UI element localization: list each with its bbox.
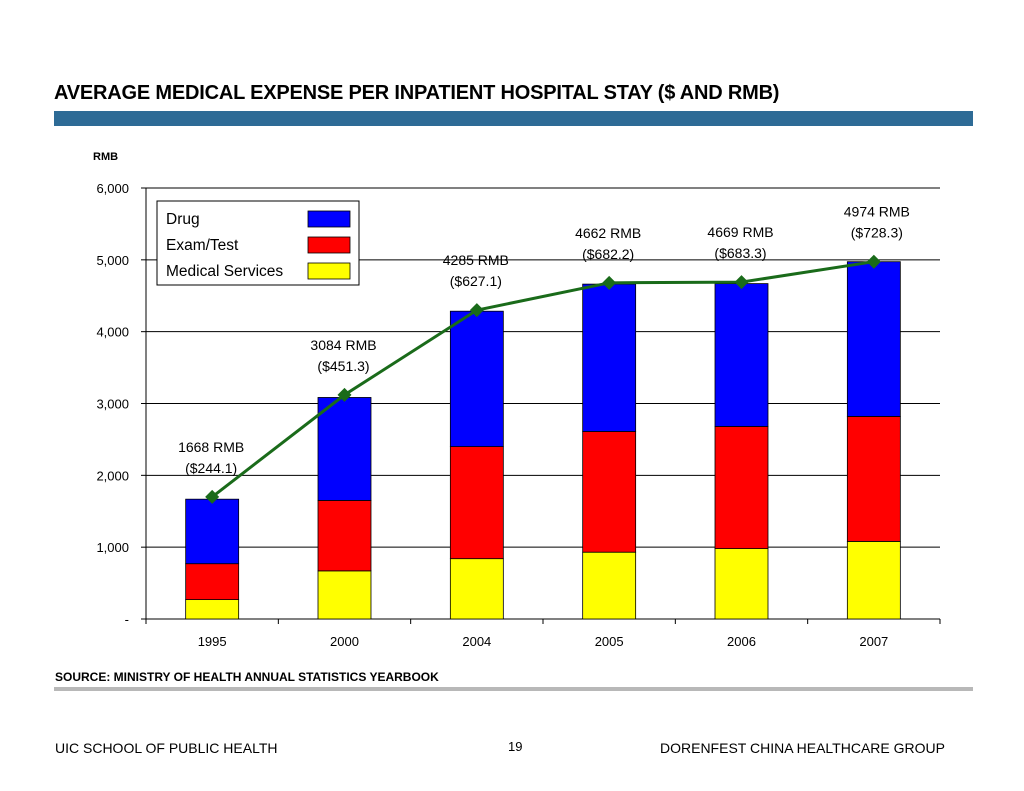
bar-segment-medical-services [714,548,769,620]
x-tick-label: 1995 [198,634,227,649]
legend-label: Exam/Test [166,237,239,254]
data-label-rmb: 1668 RMB [178,439,244,455]
data-label-usd: ($683.3) [714,245,766,261]
bar-segment-medical-services [582,551,637,620]
data-label-rmb: 3084 RMB [310,337,376,353]
bar-segment-exam-test [582,431,637,553]
trend-marker [469,303,484,318]
bar-segment-exam-test [714,426,769,550]
footer-organization: UIC SCHOOL OF PUBLIC HEALTH [55,740,278,756]
trend-marker [734,275,749,290]
data-label-rmb: 4669 RMB [707,224,773,240]
x-tick-label: 2004 [462,634,491,649]
y-tick-label: 3,000 [96,397,129,412]
y-tick-label: 2,000 [96,468,129,483]
legend-swatch [307,210,351,228]
bar-segment-exam-test [846,416,901,542]
y-tick-label: - [125,612,129,627]
bar-segment-drug [582,283,637,432]
trend-marker [866,254,881,269]
page-title: AVERAGE MEDICAL EXPENSE PER INPATIENT HO… [54,82,780,104]
bar-segment-drug [185,498,240,565]
bar-segment-medical-services [846,541,901,620]
source-underline-bar [54,687,973,691]
data-label-usd: ($728.3) [851,225,903,241]
bar-segment-exam-test [449,446,504,560]
bar-segment-drug [449,310,504,447]
bar-segment-medical-services [317,570,372,620]
x-tick-label: 2006 [727,634,756,649]
bar-segment-drug [714,283,769,427]
bar-segment-exam-test [185,563,240,601]
y-axis-unit-label: RMB [93,151,119,163]
legend-label: Medical Services [166,263,283,280]
x-tick-label: 2000 [330,634,359,649]
x-tick-label: 2005 [595,634,624,649]
bar-segment-exam-test [317,500,372,572]
footer-partner: DORENFEST CHINA HEALTHCARE GROUP [660,740,945,756]
data-label-usd: ($244.1) [185,460,237,476]
title-underline-bar [54,111,973,126]
y-tick-label: 4,000 [96,325,129,340]
legend-swatch [307,236,351,254]
data-label-rmb: 4662 RMB [575,225,641,241]
trend-marker [602,275,617,290]
legend-swatch [307,262,351,280]
y-tick-label: 1,000 [96,540,129,555]
data-label-usd: ($682.2) [582,246,634,262]
trend-line [211,260,875,499]
data-label-rmb: 4285 RMB [443,252,509,268]
trend-marker [337,387,352,402]
data-label-usd: ($451.3) [317,358,369,374]
page-number: 19 [508,739,523,754]
data-label-usd: ($627.1) [450,273,502,289]
legend-label: Drug [166,211,200,228]
x-tick-label: 2007 [859,634,888,649]
bar-segment-drug [846,261,901,417]
source-note: SOURCE: MINISTRY OF HEALTH ANNUAL STATIS… [55,670,439,684]
data-label-rmb: 4974 RMB [844,204,910,220]
y-tick-label: 6,000 [96,181,129,196]
bar-segment-medical-services [185,599,240,620]
bar-segment-drug [317,397,372,501]
trend-marker [205,489,220,504]
bar-segment-medical-services [449,558,504,620]
y-tick-label: 5,000 [96,253,129,268]
